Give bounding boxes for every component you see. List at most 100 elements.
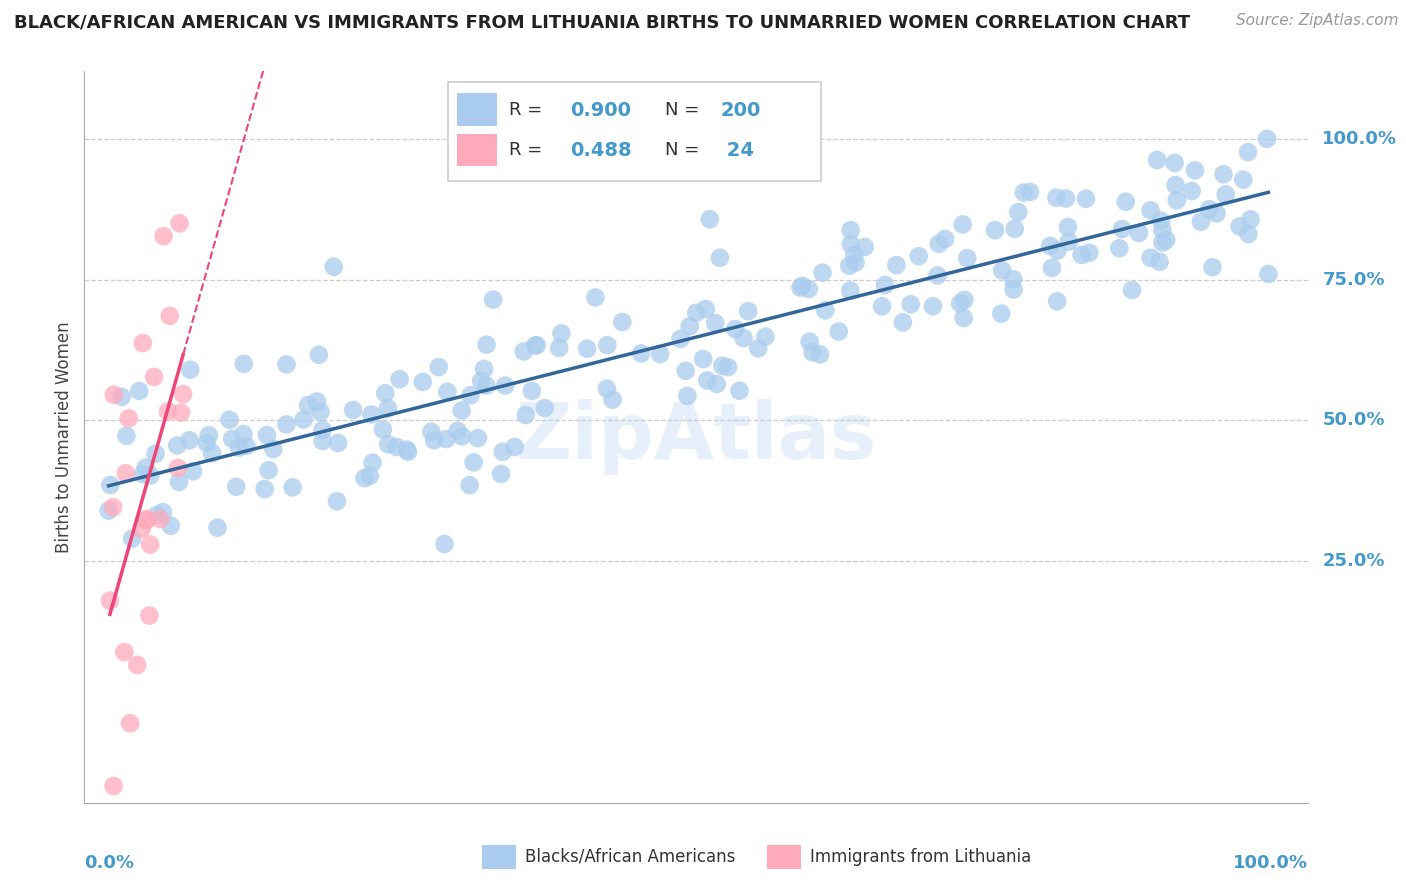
Point bbox=[676, 389, 699, 403]
Point bbox=[724, 322, 747, 336]
Point bbox=[1039, 239, 1062, 253]
Point bbox=[838, 259, 860, 273]
Point bbox=[135, 460, 157, 475]
Point bbox=[1078, 245, 1101, 260]
Point bbox=[956, 251, 979, 265]
Point bbox=[900, 297, 922, 311]
Point bbox=[630, 346, 652, 360]
Point bbox=[460, 388, 482, 402]
Point bbox=[377, 401, 399, 416]
Point bbox=[1115, 194, 1137, 209]
Point bbox=[922, 299, 945, 313]
Point bbox=[412, 375, 434, 389]
Point bbox=[489, 467, 512, 481]
Point bbox=[1164, 178, 1187, 193]
Point bbox=[117, 411, 139, 425]
Point bbox=[1154, 233, 1177, 247]
Point bbox=[166, 438, 188, 452]
Point bbox=[143, 370, 166, 384]
Point bbox=[1046, 244, 1069, 258]
Point bbox=[792, 278, 814, 293]
Point bbox=[434, 432, 457, 446]
Point bbox=[828, 325, 851, 339]
Point bbox=[1212, 167, 1234, 181]
Point bbox=[1166, 194, 1188, 208]
Point bbox=[494, 378, 516, 392]
Point bbox=[169, 216, 191, 230]
Point bbox=[1237, 145, 1260, 160]
Point bbox=[704, 316, 727, 330]
Point bbox=[181, 464, 204, 478]
Point bbox=[1128, 226, 1150, 240]
Point bbox=[470, 374, 492, 388]
Point bbox=[1201, 260, 1223, 275]
Point bbox=[467, 431, 489, 445]
Point bbox=[1019, 185, 1042, 199]
Point bbox=[650, 347, 672, 361]
Point bbox=[152, 229, 174, 244]
Point bbox=[492, 445, 515, 459]
Point bbox=[1108, 241, 1130, 255]
Point bbox=[98, 478, 121, 492]
Point bbox=[121, 532, 143, 546]
Point bbox=[891, 315, 914, 329]
Point bbox=[235, 439, 257, 453]
Point bbox=[145, 447, 167, 461]
Point bbox=[326, 494, 349, 508]
Point bbox=[308, 348, 330, 362]
Point bbox=[1152, 235, 1174, 250]
Point bbox=[875, 278, 897, 293]
Point bbox=[679, 319, 702, 334]
Point bbox=[1237, 227, 1260, 241]
Point bbox=[717, 360, 740, 375]
Point bbox=[839, 284, 862, 298]
Point bbox=[101, 500, 124, 515]
Point bbox=[952, 310, 974, 325]
Point bbox=[754, 329, 776, 343]
Point bbox=[706, 376, 728, 391]
Point bbox=[388, 372, 411, 386]
Point bbox=[1002, 272, 1025, 286]
Point bbox=[326, 436, 349, 450]
Point bbox=[953, 293, 976, 307]
Point bbox=[1184, 163, 1206, 178]
Point bbox=[839, 223, 862, 237]
Point bbox=[1189, 215, 1212, 229]
Point bbox=[427, 360, 450, 375]
Text: 0.488: 0.488 bbox=[569, 141, 631, 160]
Point bbox=[526, 338, 548, 352]
Point bbox=[253, 482, 276, 496]
Point bbox=[886, 258, 908, 272]
Point bbox=[256, 428, 278, 442]
Point bbox=[1111, 222, 1133, 236]
Point bbox=[257, 463, 280, 477]
Point bbox=[342, 403, 364, 417]
Point bbox=[132, 336, 155, 351]
Point bbox=[949, 296, 972, 310]
Point bbox=[799, 334, 821, 349]
Point bbox=[695, 301, 717, 316]
Point bbox=[309, 405, 332, 419]
Point bbox=[127, 657, 149, 672]
Point bbox=[675, 364, 697, 378]
Point bbox=[515, 408, 537, 422]
Point bbox=[737, 304, 759, 318]
Point bbox=[167, 475, 190, 489]
Point bbox=[1007, 205, 1029, 219]
Point bbox=[132, 467, 155, 482]
FancyBboxPatch shape bbox=[482, 846, 516, 869]
Point bbox=[990, 307, 1012, 321]
Point bbox=[159, 309, 181, 323]
Point bbox=[262, 442, 284, 456]
Text: 100.0%: 100.0% bbox=[1322, 130, 1398, 148]
Point bbox=[1181, 184, 1204, 198]
Point bbox=[747, 342, 769, 356]
Point bbox=[728, 384, 751, 398]
Point bbox=[311, 423, 333, 437]
Point bbox=[114, 467, 136, 481]
Point bbox=[159, 518, 181, 533]
Point bbox=[808, 347, 831, 361]
Point bbox=[276, 358, 298, 372]
Point bbox=[361, 456, 384, 470]
Point bbox=[1057, 235, 1080, 249]
